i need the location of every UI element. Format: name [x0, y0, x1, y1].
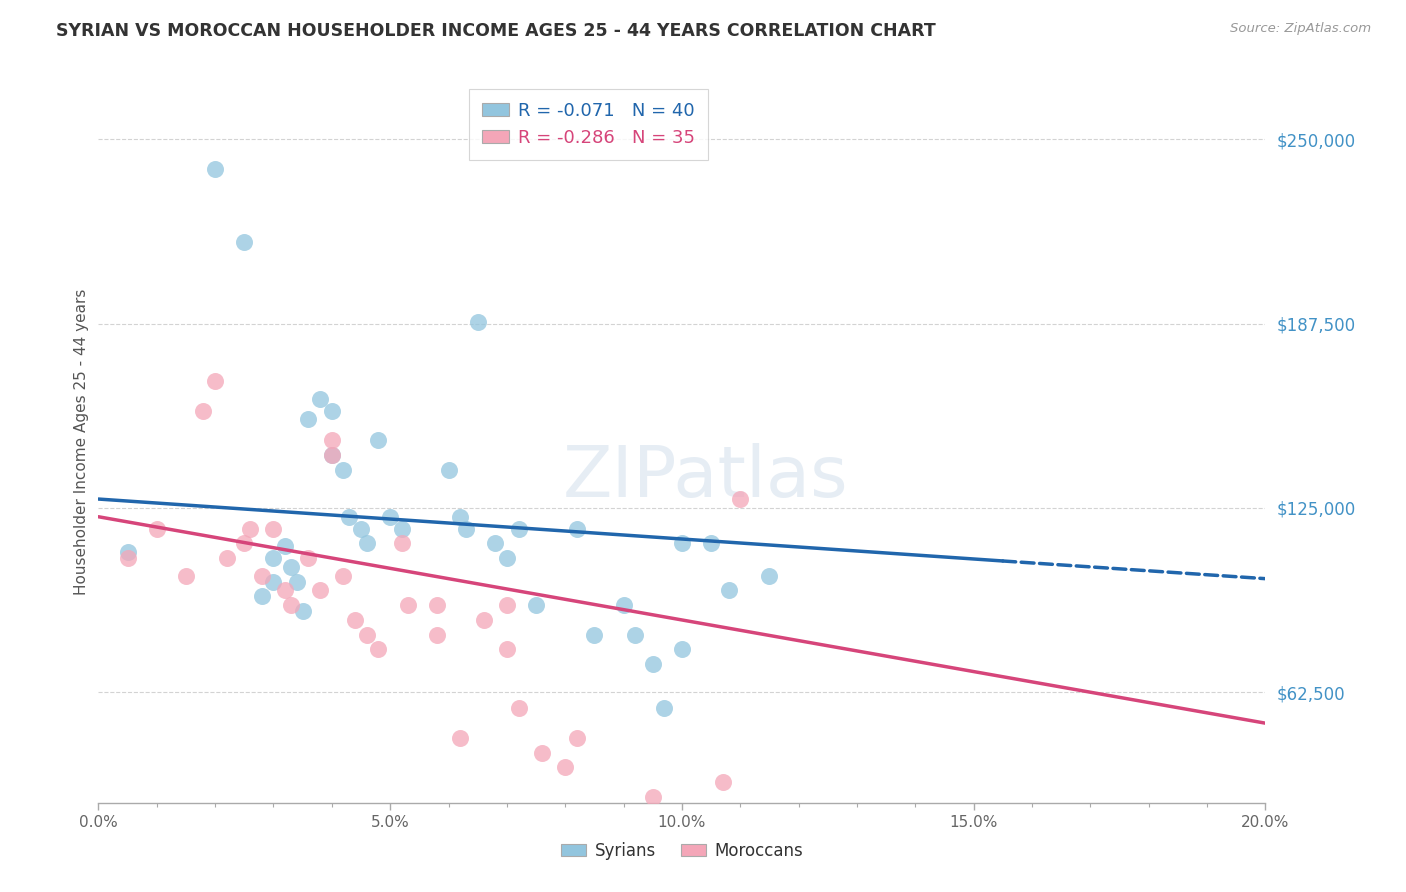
Point — [624, 628, 647, 642]
Point — [700, 536, 723, 550]
Point — [641, 789, 664, 804]
Point — [496, 551, 519, 566]
Point — [654, 701, 676, 715]
Point — [554, 760, 576, 774]
Point — [309, 583, 332, 598]
Point — [204, 374, 226, 388]
Point — [274, 583, 297, 598]
Point — [280, 598, 302, 612]
Point — [454, 522, 477, 536]
Point — [262, 551, 284, 566]
Point — [344, 613, 367, 627]
Point — [565, 522, 588, 536]
Point — [233, 235, 256, 250]
Point — [391, 522, 413, 536]
Point — [250, 568, 273, 582]
Point — [291, 604, 314, 618]
Text: ZIPatlas: ZIPatlas — [562, 443, 848, 512]
Point — [472, 613, 495, 627]
Point — [250, 590, 273, 604]
Point — [758, 568, 780, 582]
Point — [321, 433, 343, 447]
Point — [332, 462, 354, 476]
Point — [367, 433, 389, 447]
Point — [449, 509, 471, 524]
Point — [641, 657, 664, 672]
Point — [274, 539, 297, 553]
Point — [280, 560, 302, 574]
Y-axis label: Householder Income Ages 25 - 44 years: Householder Income Ages 25 - 44 years — [75, 288, 89, 595]
Point — [262, 522, 284, 536]
Point — [391, 536, 413, 550]
Point — [467, 315, 489, 329]
Point — [332, 568, 354, 582]
Point — [484, 536, 506, 550]
Point — [285, 574, 308, 589]
Point — [174, 568, 197, 582]
Point — [233, 536, 256, 550]
Point — [146, 522, 169, 536]
Point — [367, 642, 389, 657]
Point — [321, 448, 343, 462]
Point — [449, 731, 471, 745]
Point — [350, 522, 373, 536]
Point — [671, 536, 693, 550]
Point — [437, 462, 460, 476]
Point — [117, 551, 139, 566]
Point — [309, 392, 332, 406]
Point — [496, 642, 519, 657]
Text: SYRIAN VS MOROCCAN HOUSEHOLDER INCOME AGES 25 - 44 YEARS CORRELATION CHART: SYRIAN VS MOROCCAN HOUSEHOLDER INCOME AG… — [56, 22, 936, 40]
Point — [321, 448, 343, 462]
Point — [215, 551, 238, 566]
Point — [426, 628, 449, 642]
Point — [496, 598, 519, 612]
Point — [321, 403, 343, 417]
Point — [524, 598, 547, 612]
Point — [117, 545, 139, 559]
Legend: Syrians, Moroccans: Syrians, Moroccans — [554, 836, 810, 867]
Point — [583, 628, 606, 642]
Point — [380, 509, 402, 524]
Point — [530, 746, 553, 760]
Point — [612, 598, 634, 612]
Point — [204, 161, 226, 176]
Point — [508, 701, 530, 715]
Point — [711, 775, 734, 789]
Text: Source: ZipAtlas.com: Source: ZipAtlas.com — [1230, 22, 1371, 36]
Point — [193, 403, 215, 417]
Point — [356, 628, 378, 642]
Point — [671, 642, 693, 657]
Point — [426, 598, 449, 612]
Point — [297, 551, 319, 566]
Point — [508, 522, 530, 536]
Point — [717, 583, 740, 598]
Point — [297, 412, 319, 426]
Point — [356, 536, 378, 550]
Point — [262, 574, 284, 589]
Point — [239, 522, 262, 536]
Point — [396, 598, 419, 612]
Point — [730, 491, 752, 506]
Point — [337, 509, 360, 524]
Point — [565, 731, 588, 745]
